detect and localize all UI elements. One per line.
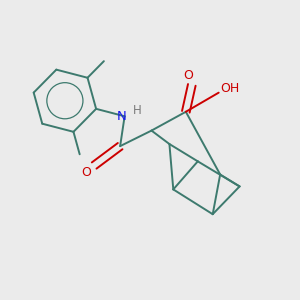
Text: OH: OH (220, 82, 240, 95)
Text: H: H (133, 104, 142, 117)
Text: O: O (183, 69, 193, 82)
Text: O: O (81, 166, 91, 178)
Text: N: N (117, 110, 127, 123)
